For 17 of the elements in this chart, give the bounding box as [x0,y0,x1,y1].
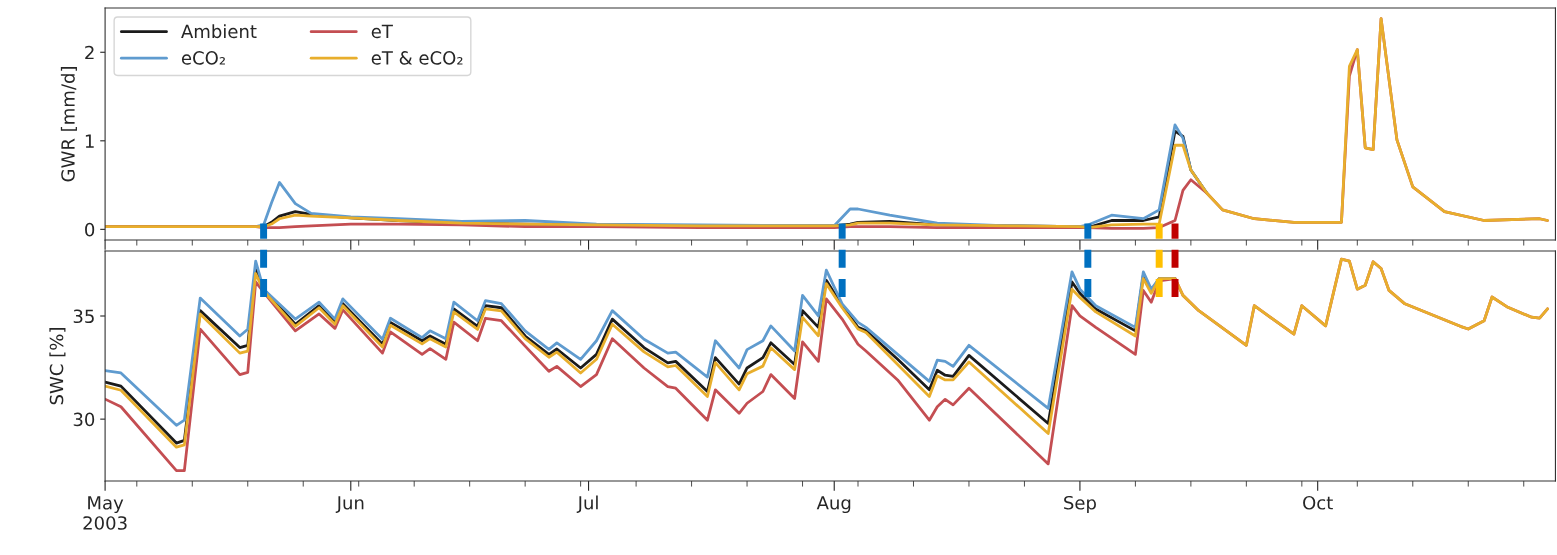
legend-label: eT & eCO₂ [371,51,463,65]
x-tick-label: Jul [576,495,598,513]
y-tick-label: 30 [73,412,95,427]
x-tick-label: Aug [816,496,851,514]
y-tick-label: 0 [85,222,95,237]
x-tick-label: Oct [1303,495,1333,510]
legend-label: eT [371,24,393,39]
y-axis-title: SWC [%] [49,328,66,405]
legend-label: eCO₂ [181,51,225,65]
y-tick-label: 1 [85,134,94,148]
y-tick-label: 2 [85,45,94,60]
x-tick-label: May 2003 [83,496,127,530]
y-tick-label: 35 [73,309,94,324]
legend-label: Ambient [181,24,257,39]
y-axis-title: GWR [mm/d] [60,67,77,182]
x-tick-label: Jun [335,496,364,513]
x-tick-label: Sep [1064,495,1096,514]
